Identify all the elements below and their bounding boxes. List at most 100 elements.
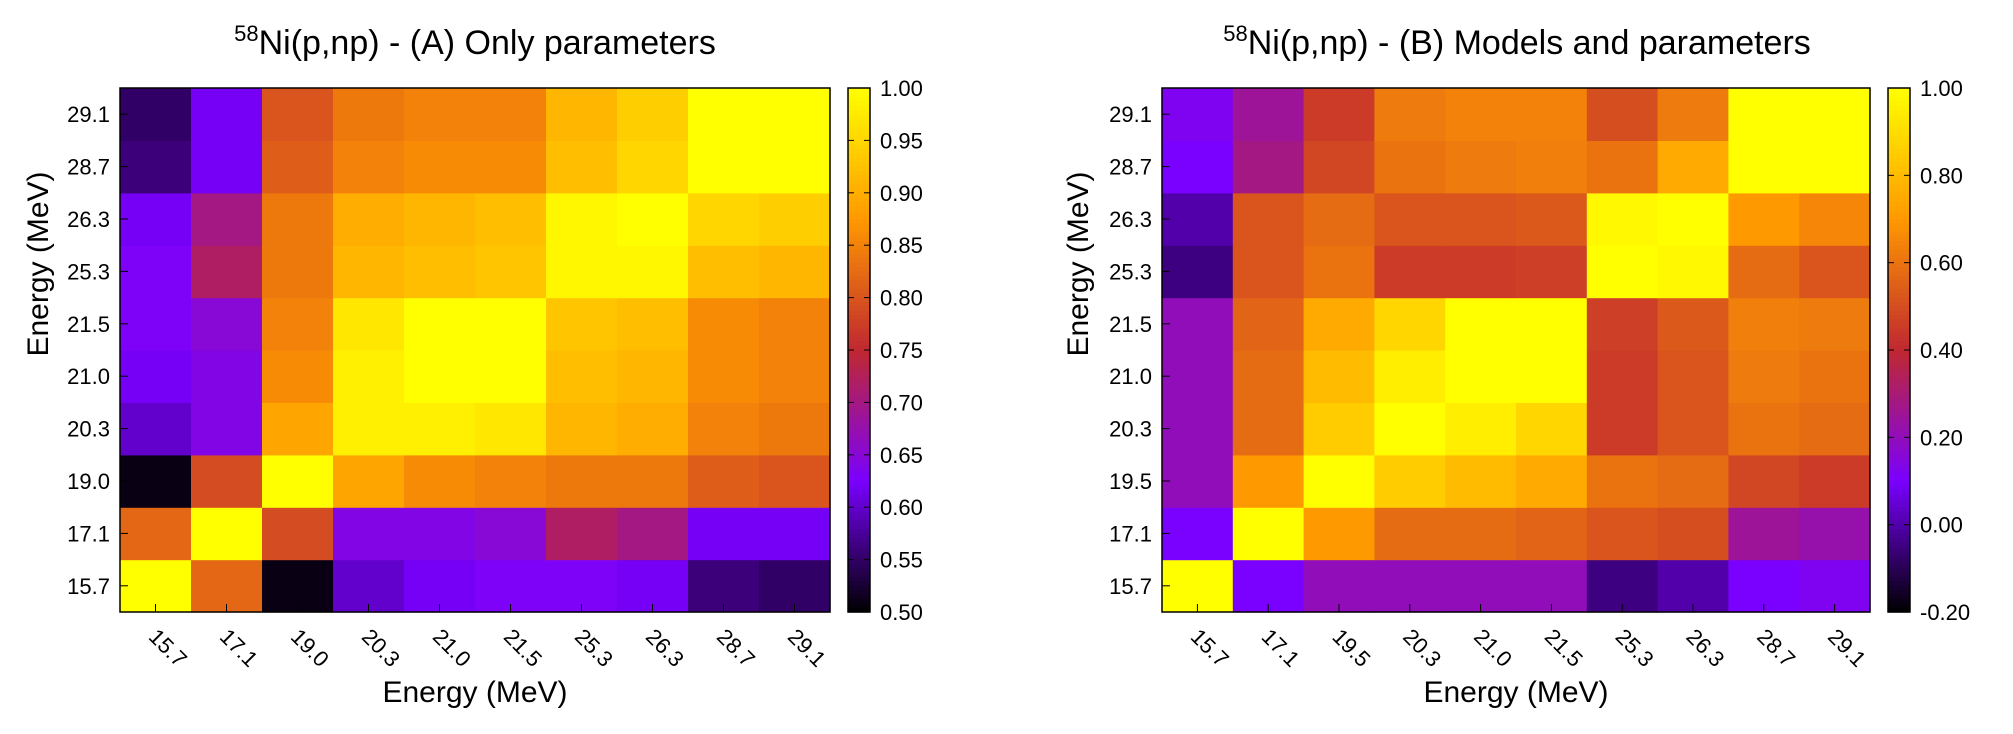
heatmap-cell <box>1799 454 1871 508</box>
heatmap-cell <box>1657 402 1729 456</box>
heatmap-cell <box>1799 507 1871 561</box>
colorbar-segment <box>848 354 870 360</box>
colorbar-segment <box>848 489 870 495</box>
y-tick-label: 21.5 <box>1109 312 1152 337</box>
colorbar-segment <box>848 114 870 120</box>
colorbar-segment <box>848 389 870 395</box>
heatmap-cell <box>1657 297 1729 351</box>
colorbar-tick-label: 0.70 <box>880 390 923 415</box>
colorbar-segment <box>1888 192 1910 198</box>
heatmap-cell <box>1232 454 1305 508</box>
colorbar-tick-label: 1.00 <box>1920 76 1963 101</box>
heatmap-cell <box>191 140 263 194</box>
heatmap-cell <box>475 402 547 456</box>
colorbar-segment <box>848 437 870 443</box>
colorbar-segment <box>1888 236 1910 242</box>
heatmap-cell <box>1303 350 1375 403</box>
colorbar-segment <box>1888 245 1910 251</box>
colorbar-segment <box>848 590 870 596</box>
title-superscript: 58 <box>1223 21 1247 46</box>
y-tick-label: 25.3 <box>67 259 110 284</box>
heatmap-cell <box>120 88 192 141</box>
y-tick-label: 26.3 <box>67 207 110 232</box>
colorbar-segment <box>1888 323 1910 329</box>
colorbar-segment <box>848 323 870 329</box>
heatmap-cell <box>1445 454 1517 508</box>
colorbar-segment <box>1888 288 1910 294</box>
heatmap-cell <box>1657 88 1729 141</box>
heatmap-cell <box>1162 140 1234 194</box>
heatmap-cell <box>262 454 334 508</box>
heatmap-cell <box>688 192 760 246</box>
heatmap-cell <box>546 454 618 508</box>
heatmap-cell <box>120 559 192 613</box>
colorbar-segment <box>848 520 870 526</box>
heatmap-cell <box>1162 297 1234 351</box>
heatmap-cell <box>475 350 547 403</box>
heatmap-cell <box>546 192 618 246</box>
heatmap-cell <box>1586 192 1659 246</box>
colorbar-segment <box>1888 275 1910 281</box>
colorbar-segment <box>848 485 870 491</box>
colorbar-segment <box>1888 481 1910 486</box>
heatmap-cells <box>1162 88 1871 613</box>
colorbar-segment <box>1888 170 1910 176</box>
colorbar-segment <box>848 214 870 220</box>
colorbar-segment <box>848 267 870 272</box>
y-tick-label: 28.7 <box>67 155 110 180</box>
colorbar-tick-label: 0.65 <box>880 443 923 468</box>
colorbar-segment <box>848 236 870 242</box>
heatmap-cell <box>1374 245 1446 299</box>
heatmap-cell <box>1586 507 1659 561</box>
heatmap-cell <box>1657 559 1729 613</box>
heatmap-cell <box>120 402 192 456</box>
heatmap-cell <box>617 140 689 194</box>
colorbar-tick-label: 0.80 <box>1920 163 1963 188</box>
colorbar-segment <box>848 319 870 325</box>
colorbar-segment <box>1888 310 1910 316</box>
colorbar-segment <box>1888 144 1910 150</box>
heatmap-cell <box>333 297 405 351</box>
colorbar-segment <box>848 441 870 447</box>
colorbar-segment <box>1888 201 1910 207</box>
heatmap-cell <box>1162 350 1234 403</box>
colorbar-segment <box>1888 127 1910 133</box>
heatmap-cell <box>191 507 263 561</box>
heatmap-cell <box>1162 454 1234 508</box>
colorbar-segment <box>848 275 870 281</box>
colorbar-tick-label: 0.40 <box>1920 338 1963 363</box>
heatmap-cell <box>1728 297 1800 351</box>
heatmap-cell <box>546 350 618 403</box>
heatmap-cell <box>1162 192 1234 246</box>
heatmap-cell <box>1728 245 1800 299</box>
colorbar-segment <box>1888 88 1910 93</box>
heatmap-cell <box>191 192 263 246</box>
heatmap-cell <box>1728 559 1800 613</box>
title-text: Ni(p,np) - (A) Only parameters <box>259 24 716 62</box>
heatmap-cell <box>1232 297 1305 351</box>
colorbar-segment <box>848 358 870 364</box>
heatmap-cell <box>404 88 476 141</box>
colorbar-segment <box>1888 498 1910 504</box>
colorbar-segment <box>848 197 870 203</box>
colorbar-segment <box>1888 96 1910 102</box>
heatmap-cell <box>404 559 476 613</box>
colorbar-segment <box>848 577 870 583</box>
colorbar-segment <box>1888 354 1910 360</box>
colorbar-segment <box>1888 537 1910 543</box>
colorbar-segment <box>848 336 870 342</box>
colorbar-segment <box>1888 581 1910 587</box>
heatmap-cell <box>1162 559 1234 613</box>
heatmap-cell <box>1232 245 1305 299</box>
colorbar-segment <box>1888 227 1910 233</box>
heatmap-cell <box>1516 297 1588 351</box>
heatmap-cell <box>688 88 760 141</box>
heatmap-cell <box>546 245 618 299</box>
colorbar-segment <box>848 157 870 163</box>
colorbar-segment <box>1888 568 1910 574</box>
colorbar-segment <box>1888 398 1910 403</box>
colorbar-tick-label: 0.60 <box>880 495 923 520</box>
heatmap-cell <box>333 559 405 613</box>
heatmap-cell <box>1303 88 1375 141</box>
colorbar-segment <box>848 227 870 233</box>
